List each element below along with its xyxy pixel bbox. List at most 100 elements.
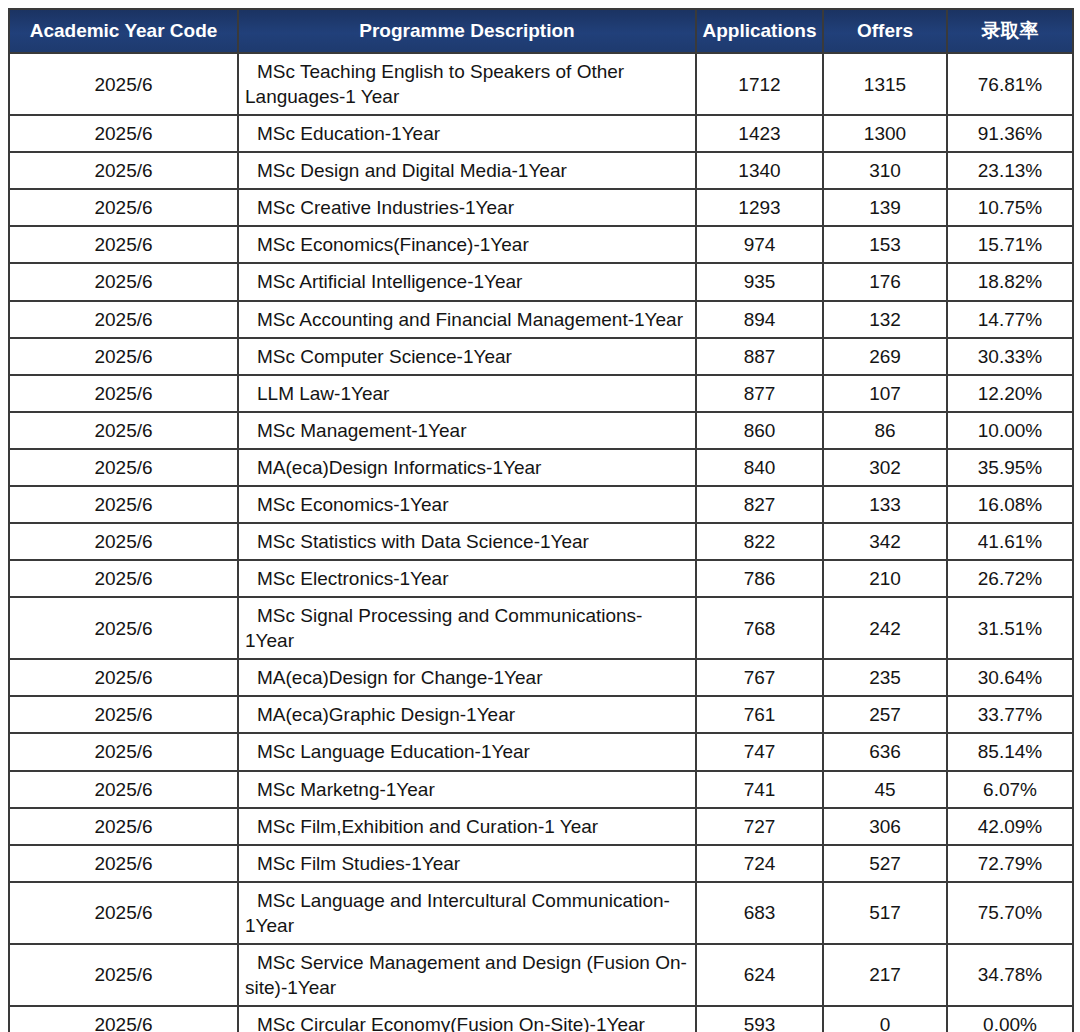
table-row: 2025/6MSc Teaching English to Speakers o…: [9, 53, 1073, 115]
table-row: 2025/6MSc Design and Digital Media-1Year…: [9, 152, 1073, 189]
applications-cell: 840: [696, 449, 823, 486]
applications-cell: 741: [696, 771, 823, 808]
year-cell: 2025/6: [9, 808, 238, 845]
year-cell: 2025/6: [9, 375, 238, 412]
table-row: 2025/6MSc Computer Science-1Year88726930…: [9, 338, 1073, 375]
table-row: 2025/6MSc Education-1Year1423130091.36%: [9, 115, 1073, 152]
rate-cell: 23.13%: [947, 152, 1073, 189]
table-row: 2025/6MSc Economics-1Year82713316.08%: [9, 486, 1073, 523]
year-cell: 2025/6: [9, 115, 238, 152]
rate-cell: 75.70%: [947, 882, 1073, 944]
table-row: 2025/6MSc Creative Industries-1Year12931…: [9, 189, 1073, 226]
year-cell: 2025/6: [9, 696, 238, 733]
table-header: Academic Year Code Programme Description…: [9, 9, 1073, 53]
programme-cell: MSc Design and Digital Media-1Year: [238, 152, 696, 189]
year-cell: 2025/6: [9, 733, 238, 770]
rate-cell: 76.81%: [947, 53, 1073, 115]
rate-cell: 10.75%: [947, 189, 1073, 226]
programme-cell: MSc Statistics with Data Science-1Year: [238, 523, 696, 560]
header-row: Academic Year Code Programme Description…: [9, 9, 1073, 53]
applications-cell: 786: [696, 560, 823, 597]
rate-cell: 14.77%: [947, 301, 1073, 338]
table-row: 2025/6MA(eca)Graphic Design-1Year7612573…: [9, 696, 1073, 733]
applications-cell: 761: [696, 696, 823, 733]
year-cell: 2025/6: [9, 523, 238, 560]
table-row: 2025/6MSc Service Management and Design …: [9, 944, 1073, 1006]
table-row: 2025/6MSc Economics(Finance)-1Year974153…: [9, 226, 1073, 263]
table-row: 2025/6MSc Marketng-1Year741456.07%: [9, 771, 1073, 808]
year-cell: 2025/6: [9, 449, 238, 486]
programme-cell: MSc Language and Intercultural Communica…: [238, 882, 696, 944]
rate-cell: 42.09%: [947, 808, 1073, 845]
rate-cell: 0.00%: [947, 1006, 1073, 1032]
applications-cell: 974: [696, 226, 823, 263]
table-row: 2025/6MSc Artificial Intelligence-1Year9…: [9, 263, 1073, 300]
programme-cell: MA(eca)Design for Change-1Year: [238, 659, 696, 696]
year-cell: 2025/6: [9, 486, 238, 523]
programme-cell: MSc Film Studies-1Year: [238, 845, 696, 882]
table-row: 2025/6MSc Film Studies-1Year72452772.79%: [9, 845, 1073, 882]
programme-cell: MSc Signal Processing and Communications…: [238, 597, 696, 659]
table-row: 2025/6MA(eca)Design Informatics-1Year840…: [9, 449, 1073, 486]
page: Academic Year Code Programme Description…: [0, 0, 1080, 1032]
offers-cell: 210: [823, 560, 947, 597]
year-cell: 2025/6: [9, 597, 238, 659]
rate-cell: 72.79%: [947, 845, 1073, 882]
rate-cell: 16.08%: [947, 486, 1073, 523]
rate-cell: 31.51%: [947, 597, 1073, 659]
offers-cell: 517: [823, 882, 947, 944]
offers-cell: 306: [823, 808, 947, 845]
offers-cell: 45: [823, 771, 947, 808]
rate-cell: 10.00%: [947, 412, 1073, 449]
rate-cell: 6.07%: [947, 771, 1073, 808]
applications-cell: 1293: [696, 189, 823, 226]
offers-cell: 217: [823, 944, 947, 1006]
col-header-admission-rate: 录取率: [947, 9, 1073, 53]
rate-cell: 34.78%: [947, 944, 1073, 1006]
col-header-applications: Applications: [696, 9, 823, 53]
applications-cell: 877: [696, 375, 823, 412]
programme-cell: MSc Education-1Year: [238, 115, 696, 152]
programme-cell: MSc Film,Exhibition and Curation-1 Year: [238, 808, 696, 845]
programme-cell: MSc Service Management and Design (Fusio…: [238, 944, 696, 1006]
applications-cell: 887: [696, 338, 823, 375]
applications-cell: 727: [696, 808, 823, 845]
applications-cell: 822: [696, 523, 823, 560]
programme-cell: MSc Computer Science-1Year: [238, 338, 696, 375]
programme-cell: MA(eca)Graphic Design-1Year: [238, 696, 696, 733]
rate-cell: 12.20%: [947, 375, 1073, 412]
table-row: 2025/6MSc Language Education-1Year747636…: [9, 733, 1073, 770]
table-row: 2025/6MSc Electronics-1Year78621026.72%: [9, 560, 1073, 597]
table-row: 2025/6MSc Circular Economy(Fusion On-Sit…: [9, 1006, 1073, 1032]
table-row: 2025/6MSc Signal Processing and Communic…: [9, 597, 1073, 659]
col-header-academic-year-code: Academic Year Code: [9, 9, 238, 53]
programme-cell: LLM Law-1Year: [238, 375, 696, 412]
programme-cell: MSc Management-1Year: [238, 412, 696, 449]
applications-cell: 724: [696, 845, 823, 882]
applications-cell: 860: [696, 412, 823, 449]
rate-cell: 26.72%: [947, 560, 1073, 597]
year-cell: 2025/6: [9, 845, 238, 882]
offers-cell: 139: [823, 189, 947, 226]
offers-cell: 257: [823, 696, 947, 733]
applications-cell: 827: [696, 486, 823, 523]
applications-cell: 1340: [696, 152, 823, 189]
rate-cell: 30.33%: [947, 338, 1073, 375]
offers-cell: 86: [823, 412, 947, 449]
offers-cell: 269: [823, 338, 947, 375]
year-cell: 2025/6: [9, 301, 238, 338]
applications-cell: 935: [696, 263, 823, 300]
programme-cell: MSc Artificial Intelligence-1Year: [238, 263, 696, 300]
table-row: 2025/6MSc Management-1Year8608610.00%: [9, 412, 1073, 449]
table-row: 2025/6MSc Accounting and Financial Manag…: [9, 301, 1073, 338]
year-cell: 2025/6: [9, 412, 238, 449]
offers-cell: 235: [823, 659, 947, 696]
programme-cell: MSc Marketng-1Year: [238, 771, 696, 808]
applications-cell: 593: [696, 1006, 823, 1032]
offers-cell: 527: [823, 845, 947, 882]
programme-cell: MSc Electronics-1Year: [238, 560, 696, 597]
offers-cell: 107: [823, 375, 947, 412]
table-row: 2025/6MSc Statistics with Data Science-1…: [9, 523, 1073, 560]
applications-cell: 894: [696, 301, 823, 338]
year-cell: 2025/6: [9, 152, 238, 189]
